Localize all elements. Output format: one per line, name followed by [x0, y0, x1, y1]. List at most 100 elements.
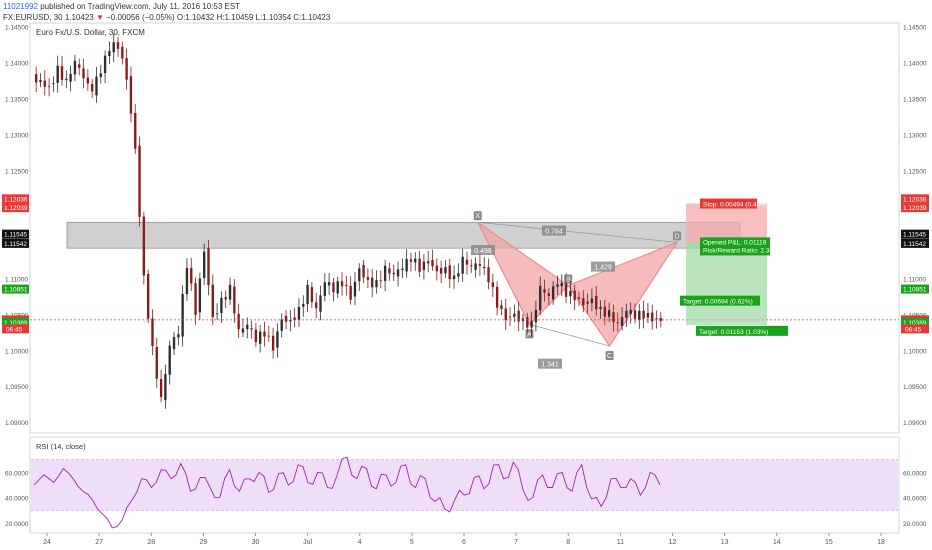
time-tick-label: 14 — [773, 539, 781, 546]
candle-body — [607, 310, 611, 317]
candle-body — [418, 258, 421, 272]
left-price-badge — [2, 284, 29, 294]
right-price-badge — [901, 194, 929, 204]
left-price-badge-text: 1.10389 — [4, 320, 28, 327]
candle-body — [483, 267, 486, 269]
candle-body — [590, 298, 594, 304]
right-countdown-badge — [901, 324, 929, 334]
candle-body — [340, 281, 344, 287]
candle-body — [220, 297, 223, 314]
right-price-badge — [901, 284, 929, 294]
candle-body — [603, 306, 607, 317]
candle-body — [65, 78, 68, 81]
right-price-badge — [901, 203, 929, 213]
left-tick-label: 1.11000 — [5, 276, 28, 283]
target2-text: Target: 0.01153 (1.03%) — [699, 329, 768, 336]
resistance-zone-box — [66, 221, 741, 249]
right-price-badge — [901, 238, 929, 248]
candle-body — [526, 317, 529, 328]
pl-badge — [700, 237, 770, 256]
pattern-point-label: C — [607, 353, 612, 360]
candle-body — [336, 281, 339, 294]
right-price-badge — [901, 317, 929, 327]
left-tick-label: 1.13000 — [5, 132, 29, 139]
left-price-axis: 1.14500 1.14000 1.13500 1.13000 1.12500 1.120… — [5, 25, 29, 428]
candle-body — [551, 286, 555, 300]
ac-line — [529, 323, 610, 347]
right-tick-label: 1.10000 — [903, 348, 927, 355]
pattern-point-label: X — [475, 213, 480, 220]
left-price-badge — [2, 317, 29, 327]
candle-body — [164, 374, 167, 401]
right-price-badge-text: 1.11542 — [903, 241, 926, 248]
right-tick-label: 1.13000 — [903, 132, 927, 139]
candle-body — [564, 283, 568, 297]
ratio-label: 1.429 — [594, 265, 612, 272]
candle-body — [159, 379, 163, 398]
candle-body — [185, 267, 189, 295]
price-labels: 1.12036 1.12036 1.12039 1.12039 1.11545 1.115… — [2, 194, 929, 334]
candle-body — [625, 310, 628, 318]
left-tick-label: 1.09500 — [5, 384, 29, 391]
left-countdown-text: 06:45 — [6, 326, 23, 333]
left-tick-label: 1.13500 — [5, 97, 29, 104]
right-price-badge-text: 1.11545 — [903, 232, 926, 239]
candle-body — [280, 319, 283, 331]
candle-body — [530, 320, 533, 328]
candle-body — [655, 318, 658, 320]
candle-body — [358, 268, 361, 282]
time-tick-label: 24 — [43, 539, 51, 546]
candle-body — [487, 267, 490, 283]
candle-body — [547, 293, 551, 296]
position-tool[interactable]: Stop: 0.00494 (0.44%) Opened P&L: 0.01119… — [680, 198, 788, 336]
candle-body — [465, 259, 469, 265]
left-countdown-badge — [2, 324, 29, 334]
candle-body — [289, 319, 292, 322]
candle-body — [560, 283, 563, 287]
stop-text: Stop: 0.00494 (0.44%) — [703, 202, 768, 209]
candle-body — [108, 51, 111, 57]
candle-body — [86, 77, 90, 84]
time-tick-label: Jul — [303, 539, 312, 546]
candle-body — [271, 335, 275, 351]
author-link[interactable]: 11021992 — [3, 2, 38, 11]
candle-body — [457, 273, 460, 277]
time-tick-label: 29 — [199, 539, 207, 546]
left-price-badge — [2, 194, 29, 204]
right-countdown-text: 06:45 — [905, 326, 922, 333]
candle-body — [633, 310, 637, 319]
candle-body — [198, 278, 202, 313]
candle-body — [461, 256, 464, 274]
candle-body — [60, 66, 64, 80]
resistance-zone — [66, 221, 741, 249]
candle-body — [491, 282, 495, 288]
candle-body — [263, 331, 266, 337]
candle-body — [224, 297, 227, 300]
candle-body — [134, 113, 137, 149]
candle-body — [293, 317, 296, 321]
candle-body — [172, 337, 176, 350]
candle-body — [43, 80, 46, 87]
candle-body — [556, 284, 559, 287]
time-tick-label: 8 — [566, 539, 570, 546]
candle-body — [431, 259, 434, 267]
candle-body — [620, 317, 624, 326]
candle-body — [508, 316, 512, 318]
candle-body — [534, 309, 538, 323]
candle-body — [276, 331, 279, 348]
ratio-label: 0.784 — [545, 229, 563, 236]
candle-body — [194, 283, 197, 315]
candle-body — [448, 265, 451, 280]
candle-body — [177, 334, 180, 338]
candle-body — [306, 284, 309, 305]
candle-body — [327, 282, 331, 286]
left-tick-label: 1.09000 — [5, 420, 29, 427]
candle-body — [250, 328, 253, 330]
candle-body — [82, 68, 85, 79]
candle-body — [500, 305, 503, 309]
candle-body — [362, 264, 365, 278]
right-price-axis: 1.14500 1.14000 1.13500 1.13000 1.12500 1.120… — [903, 25, 927, 428]
left-price-badge-text: 1.12039 — [4, 205, 28, 212]
pattern-point-badge — [473, 211, 482, 221]
